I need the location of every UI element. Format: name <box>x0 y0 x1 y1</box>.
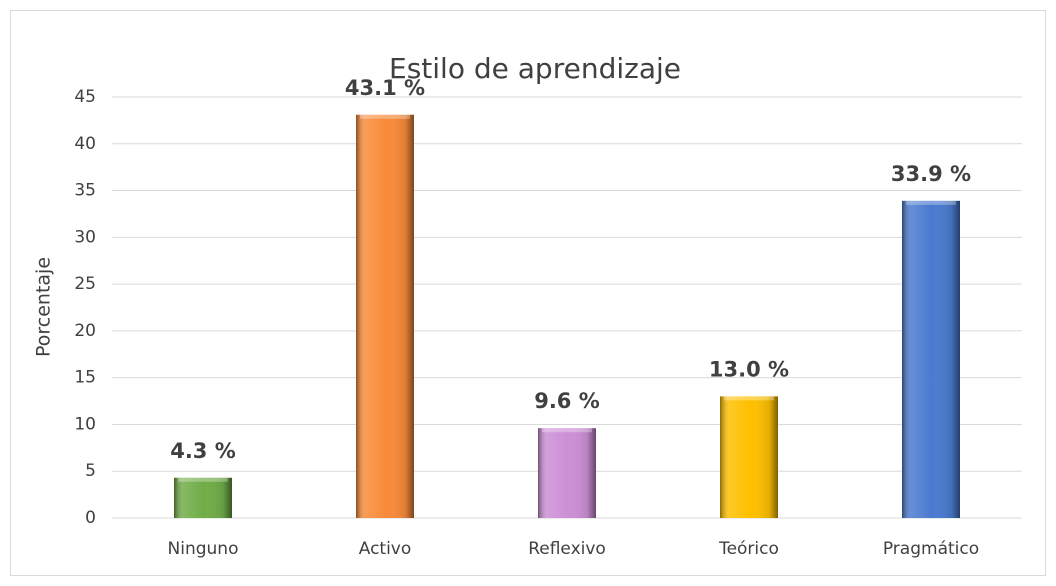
bar-bevel <box>542 428 592 433</box>
value-label: 9.6 % <box>534 389 600 413</box>
value-label: 43.1 % <box>345 76 425 100</box>
x-tick-label: Activo <box>359 539 412 559</box>
chart-border <box>10 10 1046 576</box>
bar-bevel <box>178 477 228 482</box>
y-tick-label: 25 <box>74 274 96 294</box>
value-label: 33.9 % <box>891 162 971 186</box>
bar-shade <box>538 428 596 518</box>
y-axis-label: Porcentaje <box>33 257 55 357</box>
bar-shade <box>174 477 232 518</box>
y-tick-label: 15 <box>74 368 96 388</box>
chart-title: Estilo de aprendizaje <box>389 52 681 85</box>
bar-bevel <box>906 200 956 205</box>
value-label: 13.0 % <box>709 357 789 381</box>
x-tick-label: Teórico <box>718 539 779 559</box>
x-tick-label: Reflexivo <box>528 539 606 559</box>
y-tick-label: 20 <box>74 321 96 341</box>
bar-bevel <box>360 114 410 119</box>
y-tick-label: 10 <box>74 414 96 434</box>
bar-shade <box>720 396 778 518</box>
bar-bevel <box>724 396 774 401</box>
x-tick-label: Ninguno <box>168 539 239 559</box>
bar-shade <box>356 114 414 518</box>
bar-shade <box>902 200 960 518</box>
y-tick-label: 5 <box>85 461 96 481</box>
y-tick-label: 45 <box>74 87 96 107</box>
y-tick-label: 30 <box>74 227 96 247</box>
y-tick-label: 40 <box>74 134 96 154</box>
x-tick-label: Pragmático <box>883 539 979 559</box>
value-label: 4.3 % <box>170 439 236 463</box>
y-tick-label: 35 <box>74 181 96 201</box>
y-tick-label: 0 <box>85 508 96 528</box>
